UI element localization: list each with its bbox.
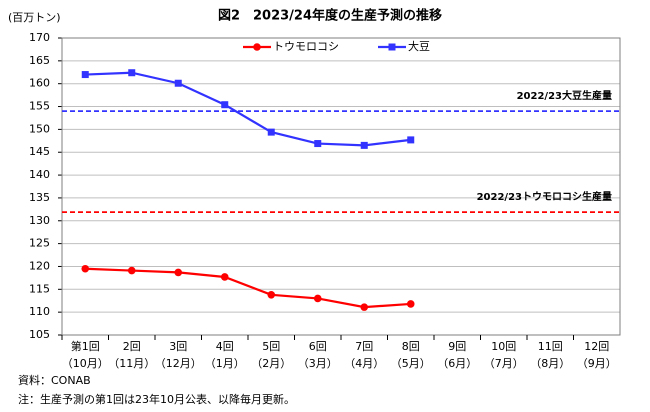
x-tick-label: 3回 （12月） <box>155 340 202 370</box>
marker <box>388 43 396 51</box>
y-tick-label: 145 <box>29 145 50 158</box>
marker <box>407 136 415 144</box>
y-tick-label: 105 <box>29 328 50 341</box>
x-tick-label-line: （10月） <box>62 357 109 370</box>
legend-label: トウモロコシ <box>273 40 339 53</box>
marker <box>174 268 183 277</box>
x-tick-label: 8回 （5月） <box>391 340 431 370</box>
note: 資料：CONAB <box>18 373 91 387</box>
x-tick-label-line: （5月） <box>391 357 431 370</box>
x-tick-label: 5回 （2月） <box>251 340 291 370</box>
marker <box>127 266 136 275</box>
y-tick-label: 165 <box>29 54 50 67</box>
marker <box>253 43 261 51</box>
y-tick-label: 135 <box>29 191 50 204</box>
x-tick-label-line: （3月） <box>298 357 338 370</box>
x-tick-label-line: （8月） <box>530 357 570 370</box>
x-tick-label-line: 5回 <box>262 340 280 353</box>
x-tick-label-line: 6回 <box>309 340 327 353</box>
x-tick-label-line: （11月） <box>108 357 155 370</box>
x-tick-label-line: 11回 <box>538 340 563 353</box>
x-tick-label-line: （7月） <box>484 357 524 370</box>
x-tick-label-line: 4回 <box>216 340 234 353</box>
x-tick-label-line: （9月） <box>577 357 617 370</box>
y-tick-label: 125 <box>29 237 50 250</box>
y-tick-label: 130 <box>29 214 50 227</box>
x-tick-label-line: 2回 <box>123 340 141 353</box>
marker <box>360 141 368 149</box>
x-tick-label-line: 7回 <box>355 340 373 353</box>
marker <box>360 303 369 311</box>
x-tick-label-line: 12回 <box>584 340 609 353</box>
x-tick-label: 10回 （7月） <box>484 340 524 370</box>
reference-label: 2022/23トウモロコシ生産量 <box>477 190 612 203</box>
marker <box>406 300 415 308</box>
x-tick-label-line: 3回 <box>169 340 187 353</box>
marker <box>314 140 322 148</box>
x-tick-label: 11回 （8月） <box>530 340 570 370</box>
marker <box>220 273 229 281</box>
x-tick-label: 7回 （4月） <box>344 340 384 370</box>
marker <box>267 128 275 136</box>
y-tick-label: 115 <box>29 282 50 295</box>
x-tick-label: 6回 （3月） <box>298 340 338 370</box>
y-tick-label: 155 <box>29 100 50 113</box>
marker <box>221 101 229 109</box>
marker <box>313 294 322 303</box>
x-tick-label-line: 8回 <box>402 340 420 353</box>
series-line <box>85 267 411 309</box>
y-tick-label: 160 <box>29 77 50 90</box>
y-tick-label: 150 <box>29 122 50 135</box>
reference-label: 2022/23大豆生産量 <box>517 89 612 102</box>
series-line <box>85 71 411 147</box>
x-tick-label-line: 9回 <box>448 340 466 353</box>
x-tick-label: 9回 （6月） <box>437 340 477 370</box>
y-tick-label: 120 <box>29 259 50 272</box>
x-tick-label-line: （2月） <box>251 357 291 370</box>
x-tick-label-line: （1月） <box>205 357 245 370</box>
x-tick-label-line: （4月） <box>344 357 384 370</box>
marker <box>174 79 182 87</box>
marker <box>267 290 276 299</box>
x-tick-label-line: 第1回 <box>71 339 100 353</box>
x-tick-label-line: （6月） <box>437 357 477 370</box>
chart-title: 図2 2023/24年度の生産予測の推移 <box>218 8 442 24</box>
x-tick-label: 2回 （11月） <box>108 340 155 370</box>
y-tick-label: 140 <box>29 168 50 181</box>
marker <box>128 69 136 77</box>
x-tick-label-line: 10回 <box>491 340 516 353</box>
legend-label: 大豆 <box>408 39 430 53</box>
y-tick-label: 110 <box>29 305 50 318</box>
x-tick-label: 4回 （1月） <box>205 340 245 370</box>
y-axis-label: (百万トン) <box>8 11 61 24</box>
x-tick-label: 第1回 （10月） <box>62 339 109 370</box>
marker <box>81 264 90 273</box>
marker <box>81 71 89 79</box>
x-tick-label: 12回 （9月） <box>577 340 617 370</box>
y-tick-label: 170 <box>29 31 50 44</box>
note: 注：生産予測の第1回は23年10月公表、以降毎月更新。 <box>18 392 295 406</box>
plot-border <box>61 37 621 336</box>
x-tick-label-line: （12月） <box>155 357 202 370</box>
